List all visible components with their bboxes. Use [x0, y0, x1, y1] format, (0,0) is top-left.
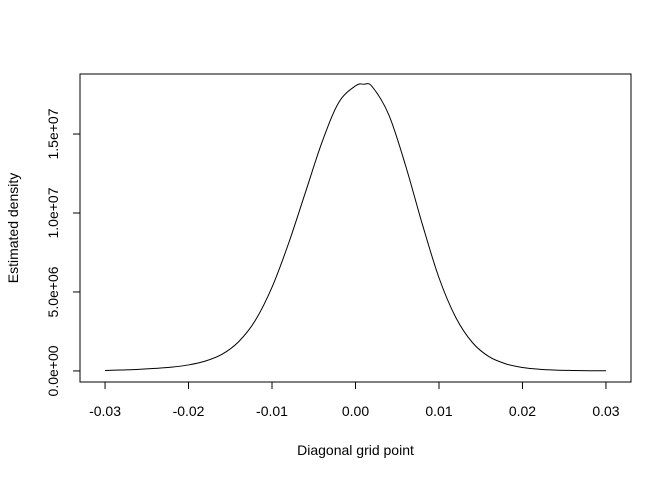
y-axis: 0.0e+00 5.0e+06 1.0e+07 1.5e+07 [45, 108, 81, 396]
plot-box [79, 73, 632, 383]
y-tick-label: 5.0e+06 [45, 266, 61, 317]
y-tick-label: 0.0e+00 [45, 345, 61, 396]
y-axis-label: Estimated density [5, 173, 21, 284]
y-tick-label: 1.0e+07 [45, 187, 61, 238]
series-line [105, 83, 606, 372]
x-tick-label: 0.01 [425, 403, 452, 419]
y-tick-label: 1.5e+07 [45, 108, 61, 159]
x-tick-label: 0.00 [342, 403, 369, 419]
x-axis-label: Diagonal grid point [297, 442, 414, 458]
x-tick-label: -0.03 [89, 403, 121, 419]
x-tick-label: 0.03 [592, 403, 619, 419]
x-axis: -0.03 -0.02 -0.01 0.00 0.01 0.02 0.03 [89, 381, 620, 419]
x-tick-label: -0.02 [173, 403, 205, 419]
x-tick-label: 0.02 [509, 403, 536, 419]
x-tick-label: -0.01 [256, 403, 288, 419]
